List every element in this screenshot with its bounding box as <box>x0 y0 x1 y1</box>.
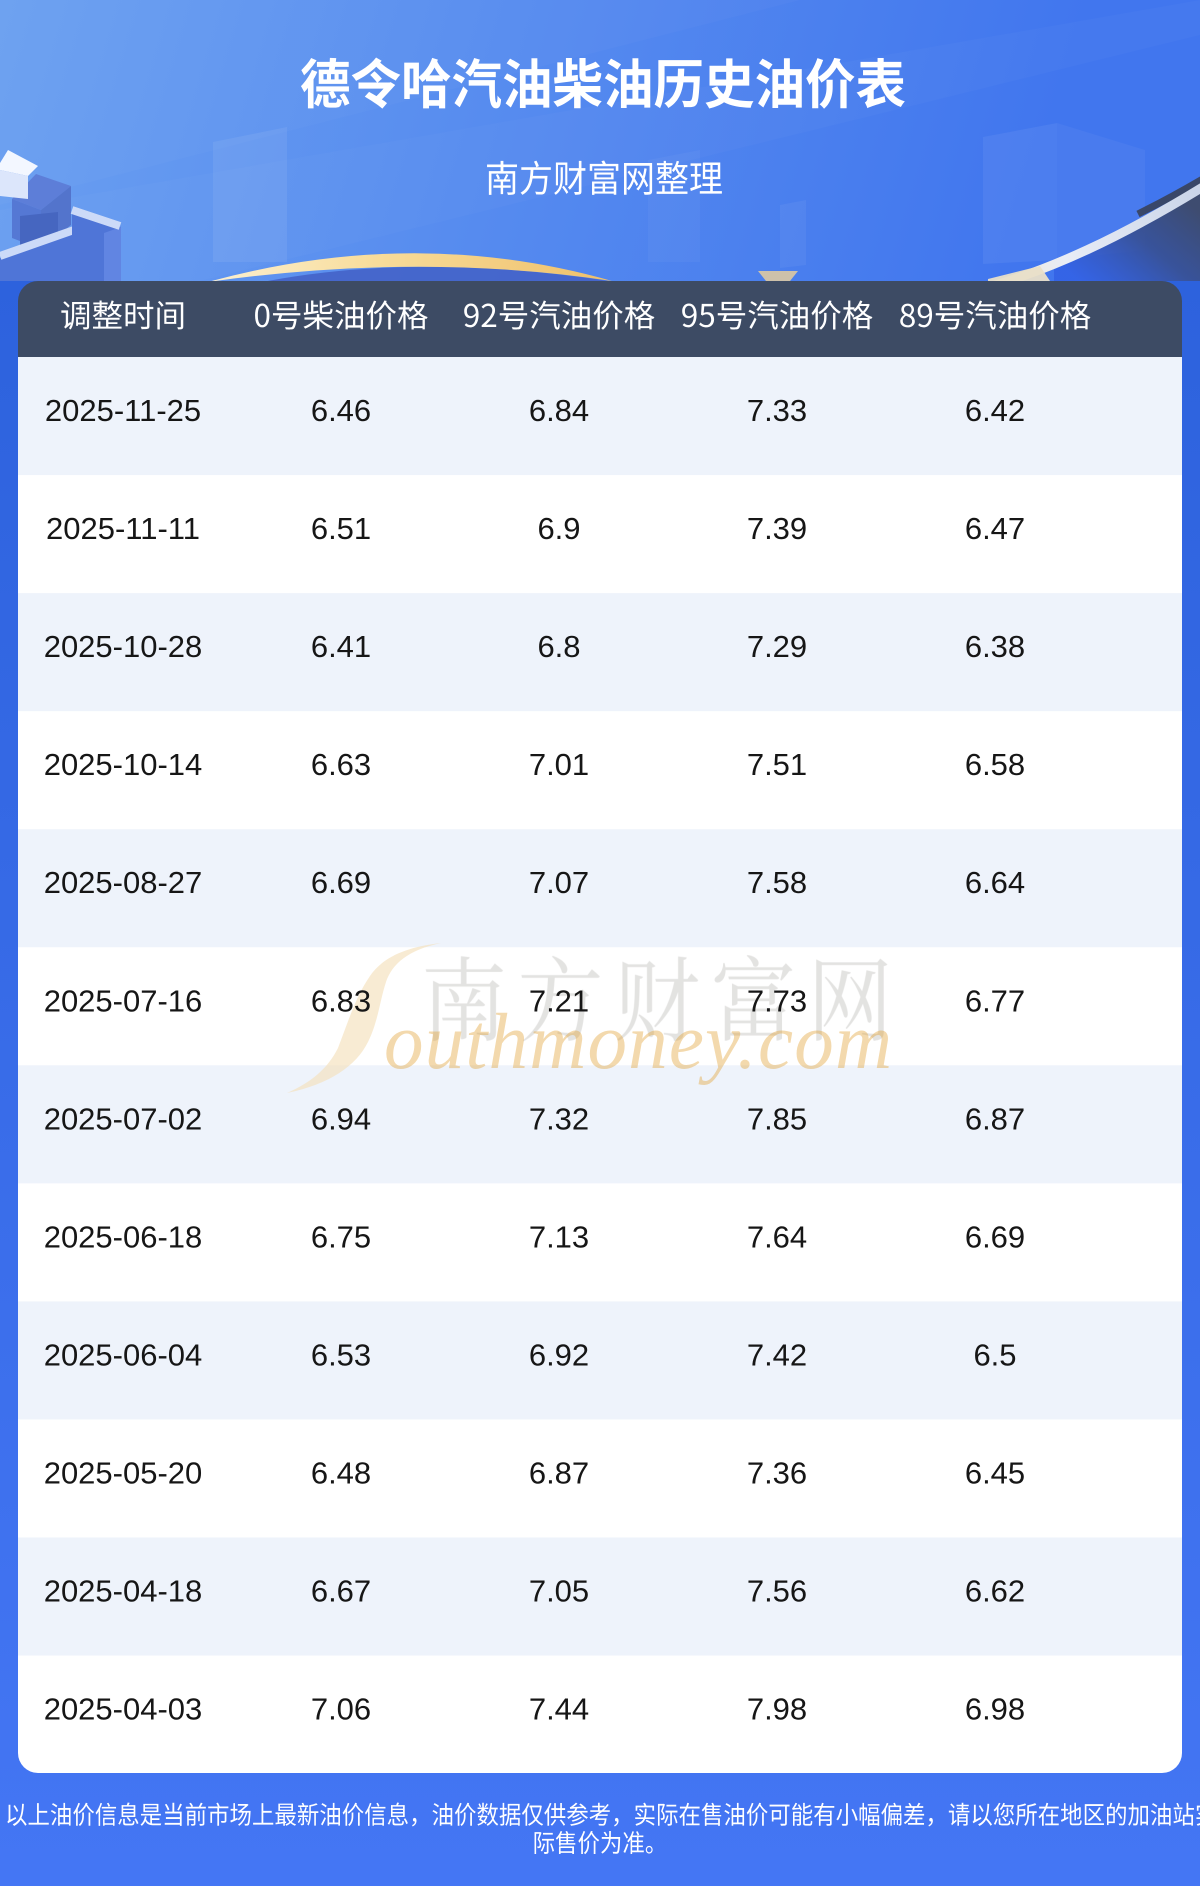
svg-text:6.51: 6.51 <box>311 511 371 546</box>
svg-text:2025-08-27: 2025-08-27 <box>44 865 203 900</box>
svg-text:6.83: 6.83 <box>311 983 371 1018</box>
svg-text:6.47: 6.47 <box>965 511 1025 546</box>
svg-text:7.85: 7.85 <box>747 1101 807 1136</box>
svg-text:6.42: 6.42 <box>965 393 1025 428</box>
svg-text:7.39: 7.39 <box>747 511 807 546</box>
svg-text:6.87: 6.87 <box>529 1456 589 1491</box>
svg-text:6.77: 6.77 <box>965 983 1025 1018</box>
svg-text:6.87: 6.87 <box>965 1101 1025 1136</box>
svg-text:6.8: 6.8 <box>537 629 580 664</box>
svg-text:2025-06-18: 2025-06-18 <box>44 1219 203 1254</box>
svg-text:outhmoney.com: outhmoney.com <box>384 999 892 1086</box>
svg-text:7.05: 7.05 <box>529 1574 589 1609</box>
svg-text:2025-05-20: 2025-05-20 <box>44 1456 203 1491</box>
svg-text:2025-10-14: 2025-10-14 <box>44 747 203 782</box>
svg-text:6.84: 6.84 <box>529 393 589 428</box>
svg-text:7.13: 7.13 <box>529 1219 589 1254</box>
svg-text:6.41: 6.41 <box>311 629 371 664</box>
svg-text:6.5: 6.5 <box>973 1337 1016 1372</box>
svg-text:2025-04-18: 2025-04-18 <box>44 1574 203 1609</box>
svg-text:6.38: 6.38 <box>965 629 1025 664</box>
svg-text:6.69: 6.69 <box>311 865 371 900</box>
svg-text:6.98: 6.98 <box>965 1692 1025 1727</box>
svg-text:6.94: 6.94 <box>311 1101 371 1136</box>
svg-text:7.32: 7.32 <box>529 1101 589 1136</box>
svg-text:7.51: 7.51 <box>747 747 807 782</box>
svg-text:7.73: 7.73 <box>747 983 807 1018</box>
svg-text:2025-06-04: 2025-06-04 <box>44 1337 203 1372</box>
svg-text:7.64: 7.64 <box>747 1219 807 1254</box>
svg-text:7.07: 7.07 <box>529 865 589 900</box>
svg-text:2025-11-11: 2025-11-11 <box>46 511 200 546</box>
svg-text:7.56: 7.56 <box>747 1574 807 1609</box>
svg-text:2025-07-02: 2025-07-02 <box>44 1101 203 1136</box>
svg-text:6.9: 6.9 <box>537 511 580 546</box>
svg-text:7.98: 7.98 <box>747 1692 807 1727</box>
svg-text:7.36: 7.36 <box>747 1456 807 1491</box>
svg-text:7.33: 7.33 <box>747 393 807 428</box>
svg-text:2025-11-25: 2025-11-25 <box>45 393 201 428</box>
svg-text:7.58: 7.58 <box>747 865 807 900</box>
svg-text:7.44: 7.44 <box>529 1692 589 1727</box>
svg-text:2025-04-03: 2025-04-03 <box>44 1692 203 1727</box>
svg-text:6.69: 6.69 <box>965 1219 1025 1254</box>
svg-text:7.06: 7.06 <box>311 1692 371 1727</box>
svg-text:6.58: 6.58 <box>965 747 1025 782</box>
svg-text:6.64: 6.64 <box>965 865 1025 900</box>
svg-text:6.67: 6.67 <box>311 1574 371 1609</box>
svg-text:7.01: 7.01 <box>529 747 589 782</box>
svg-text:6.48: 6.48 <box>311 1456 371 1491</box>
svg-text:6.75: 6.75 <box>311 1219 371 1254</box>
svg-text:6.45: 6.45 <box>965 1456 1025 1491</box>
svg-text:2025-10-28: 2025-10-28 <box>44 629 203 664</box>
svg-text:7.42: 7.42 <box>747 1337 807 1372</box>
svg-text:6.62: 6.62 <box>965 1574 1025 1609</box>
svg-text:2025-07-16: 2025-07-16 <box>44 983 203 1018</box>
svg-text:7.21: 7.21 <box>529 983 589 1018</box>
svg-text:6.46: 6.46 <box>311 393 371 428</box>
svg-text:6.63: 6.63 <box>311 747 371 782</box>
svg-text:6.92: 6.92 <box>529 1337 589 1372</box>
svg-text:7.29: 7.29 <box>747 629 807 664</box>
svg-text:6.53: 6.53 <box>311 1337 371 1372</box>
